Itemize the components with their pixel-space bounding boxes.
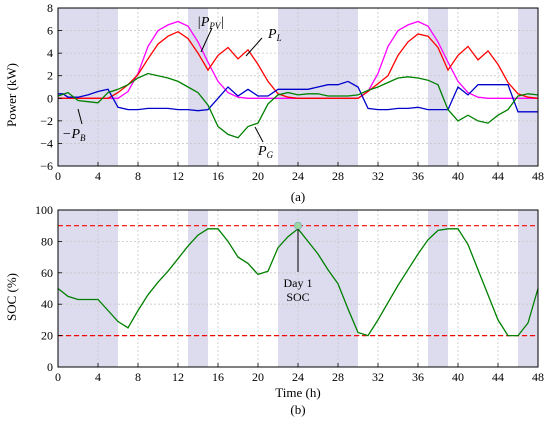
y-tick-label: 4	[47, 46, 53, 60]
shaded-interval-2	[278, 210, 358, 367]
x-tick-label: 12	[172, 370, 184, 384]
annotation-line-1: Day 1	[284, 276, 313, 290]
x-tick-label: 48	[532, 370, 544, 384]
shaded-interval-4	[518, 210, 538, 367]
y-tick-label: 2	[47, 69, 53, 83]
x-tick-label: 32	[372, 370, 384, 384]
shaded-interval-0	[58, 210, 118, 367]
y-tick-label: 0	[47, 91, 53, 105]
annotation-pb: −PB	[62, 108, 86, 143]
series-line-pl	[58, 30, 539, 99]
day1-soc-annotation: Day 1 SOC	[284, 229, 313, 304]
x-tick-label: 4	[95, 169, 101, 183]
y-tick-label: 40	[41, 297, 53, 311]
x-tick-label: 24	[292, 370, 304, 384]
power-series	[57, 20, 539, 139]
shaded-interval-0	[58, 8, 118, 166]
x-tick-label: 4	[95, 370, 101, 384]
svg-text:|PPV|: |PPV|	[197, 15, 224, 31]
panel-label-b: (b)	[290, 402, 305, 417]
x-tick-label: 44	[492, 169, 504, 183]
annotation-ppv: |PPV|	[197, 15, 224, 53]
x-tick-label: 8	[135, 370, 141, 384]
marker-point	[294, 221, 302, 230]
y-tick-label: 80	[41, 234, 53, 248]
low-tariff-shading	[58, 210, 538, 367]
x-tick-label: 16	[212, 370, 224, 384]
x-tick-label: 40	[452, 169, 464, 183]
x-tick-label: 48	[532, 169, 544, 183]
x-tick-label: 32	[372, 169, 384, 183]
y-tick-label: −6	[40, 159, 53, 173]
y-axis-label: SOC (%)	[4, 273, 19, 321]
y-tick-label: 100	[35, 203, 53, 217]
x-tick-label: 40	[452, 370, 464, 384]
x-tick-label: 24	[292, 169, 304, 183]
shaded-interval-3	[428, 210, 448, 367]
x-tick-label: 36	[412, 169, 424, 183]
x-tick-label: 20	[252, 370, 264, 384]
x-tick-label: 28	[332, 169, 344, 183]
annotation-pg: PG	[254, 126, 274, 160]
annotation-line-2: SOC	[286, 290, 309, 304]
x-tick-label: 20	[252, 169, 264, 183]
x-tick-label: 0	[55, 370, 61, 384]
y-tick-labels: −6 −4 −2 0 2 4 6 8	[40, 1, 62, 173]
x-tick-labels: 0 4 8 12 16 20 24 28 32 36 40 44 48	[55, 363, 544, 384]
shaded-interval-3	[428, 8, 448, 166]
panel-label-a: (a)	[291, 189, 305, 204]
x-tick-label: 0	[55, 169, 61, 183]
x-tick-label: 16	[212, 169, 224, 183]
y-tick-label: 6	[47, 24, 53, 38]
svg-text:PL: PL	[267, 27, 282, 43]
x-tick-label: 28	[332, 370, 344, 384]
day1-soc-marker	[294, 221, 302, 230]
y-tick-label: −2	[40, 114, 53, 128]
y-tick-label: 60	[41, 266, 53, 280]
y-tick-label: 0	[47, 360, 53, 374]
x-tick-labels: 0 4 8 12 16 20 24 28 32 36 40 44 48	[55, 162, 544, 183]
y-axis-label: Power (kW)	[4, 63, 19, 127]
y-tick-label: −4	[40, 136, 53, 150]
y-tick-label: 20	[41, 329, 53, 343]
shaded-interval-4	[518, 8, 538, 166]
svg-text:PG: PG	[257, 144, 274, 160]
annotation-pl: PL	[245, 27, 282, 57]
x-tick-label: 44	[492, 370, 504, 384]
series-line-pg	[57, 72, 539, 139]
y-tick-label: 8	[47, 1, 53, 15]
shaded-interval-1	[188, 210, 208, 367]
svg-text:−PB: −PB	[62, 127, 86, 143]
x-tick-label: 12	[172, 169, 184, 183]
y-tick-labels: 0 20 40 60 80 100	[35, 203, 62, 374]
x-axis-label: Time (h)	[275, 385, 320, 400]
series-line-pb	[58, 80, 538, 113]
x-tick-label: 36	[412, 370, 424, 384]
x-tick-label: 8	[135, 169, 141, 183]
